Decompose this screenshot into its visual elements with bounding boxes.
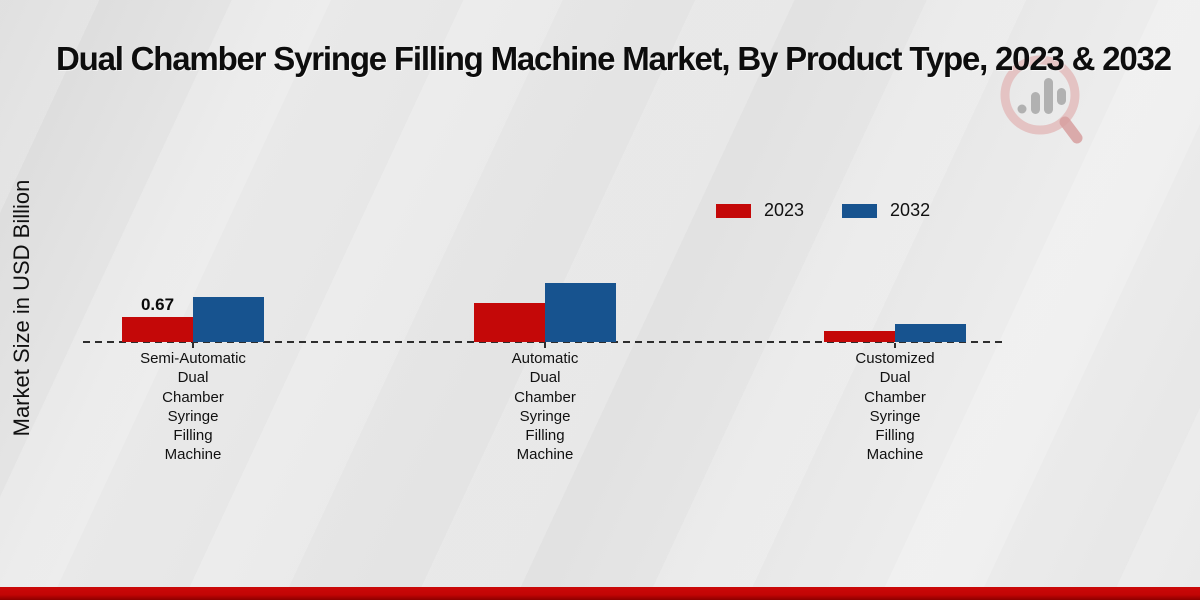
legend-item-2023: 2023 — [716, 200, 804, 221]
footer-accent-band — [0, 587, 1200, 600]
category-label-automatic: Automatic Dual Chamber Syringe Filling M… — [511, 350, 579, 464]
y-axis-label: Market Size in USD Billion — [9, 179, 34, 437]
magnifier-barchart-logo — [1000, 55, 1083, 144]
bar-2023-category-1 — [474, 303, 545, 342]
legend-swatch-2032 — [842, 203, 878, 218]
category-label-customized: Customized Dual Chamber Syringe Filling … — [855, 350, 935, 464]
legend: 2023 2032 — [716, 200, 930, 221]
x-axis-tick-0 — [192, 343, 194, 348]
bar-2023-category-2 — [824, 331, 895, 342]
x-axis-tick-2 — [894, 343, 896, 348]
legend-item-2032: 2032 — [842, 200, 930, 221]
bar-2032-category-2 — [895, 324, 966, 342]
bar-2032-category-1 — [545, 283, 616, 342]
zero-baseline — [83, 341, 1007, 343]
legend-label-2032: 2032 — [890, 200, 931, 220]
x-axis-tick-1 — [544, 343, 546, 348]
bar-value-label: 0.67 — [140, 295, 175, 314]
bar-2032-category-0 — [193, 297, 264, 342]
bar-2023-category-0 — [122, 317, 193, 342]
legend-label-2023: 2023 — [764, 200, 805, 220]
page-title: Dual Chamber Syringe Filling Machine Mar… — [56, 40, 1172, 77]
legend-swatch-2023 — [716, 203, 751, 218]
category-label-semi-automatic: Semi-Automatic Dual Chamber Syringe Fill… — [140, 350, 246, 464]
